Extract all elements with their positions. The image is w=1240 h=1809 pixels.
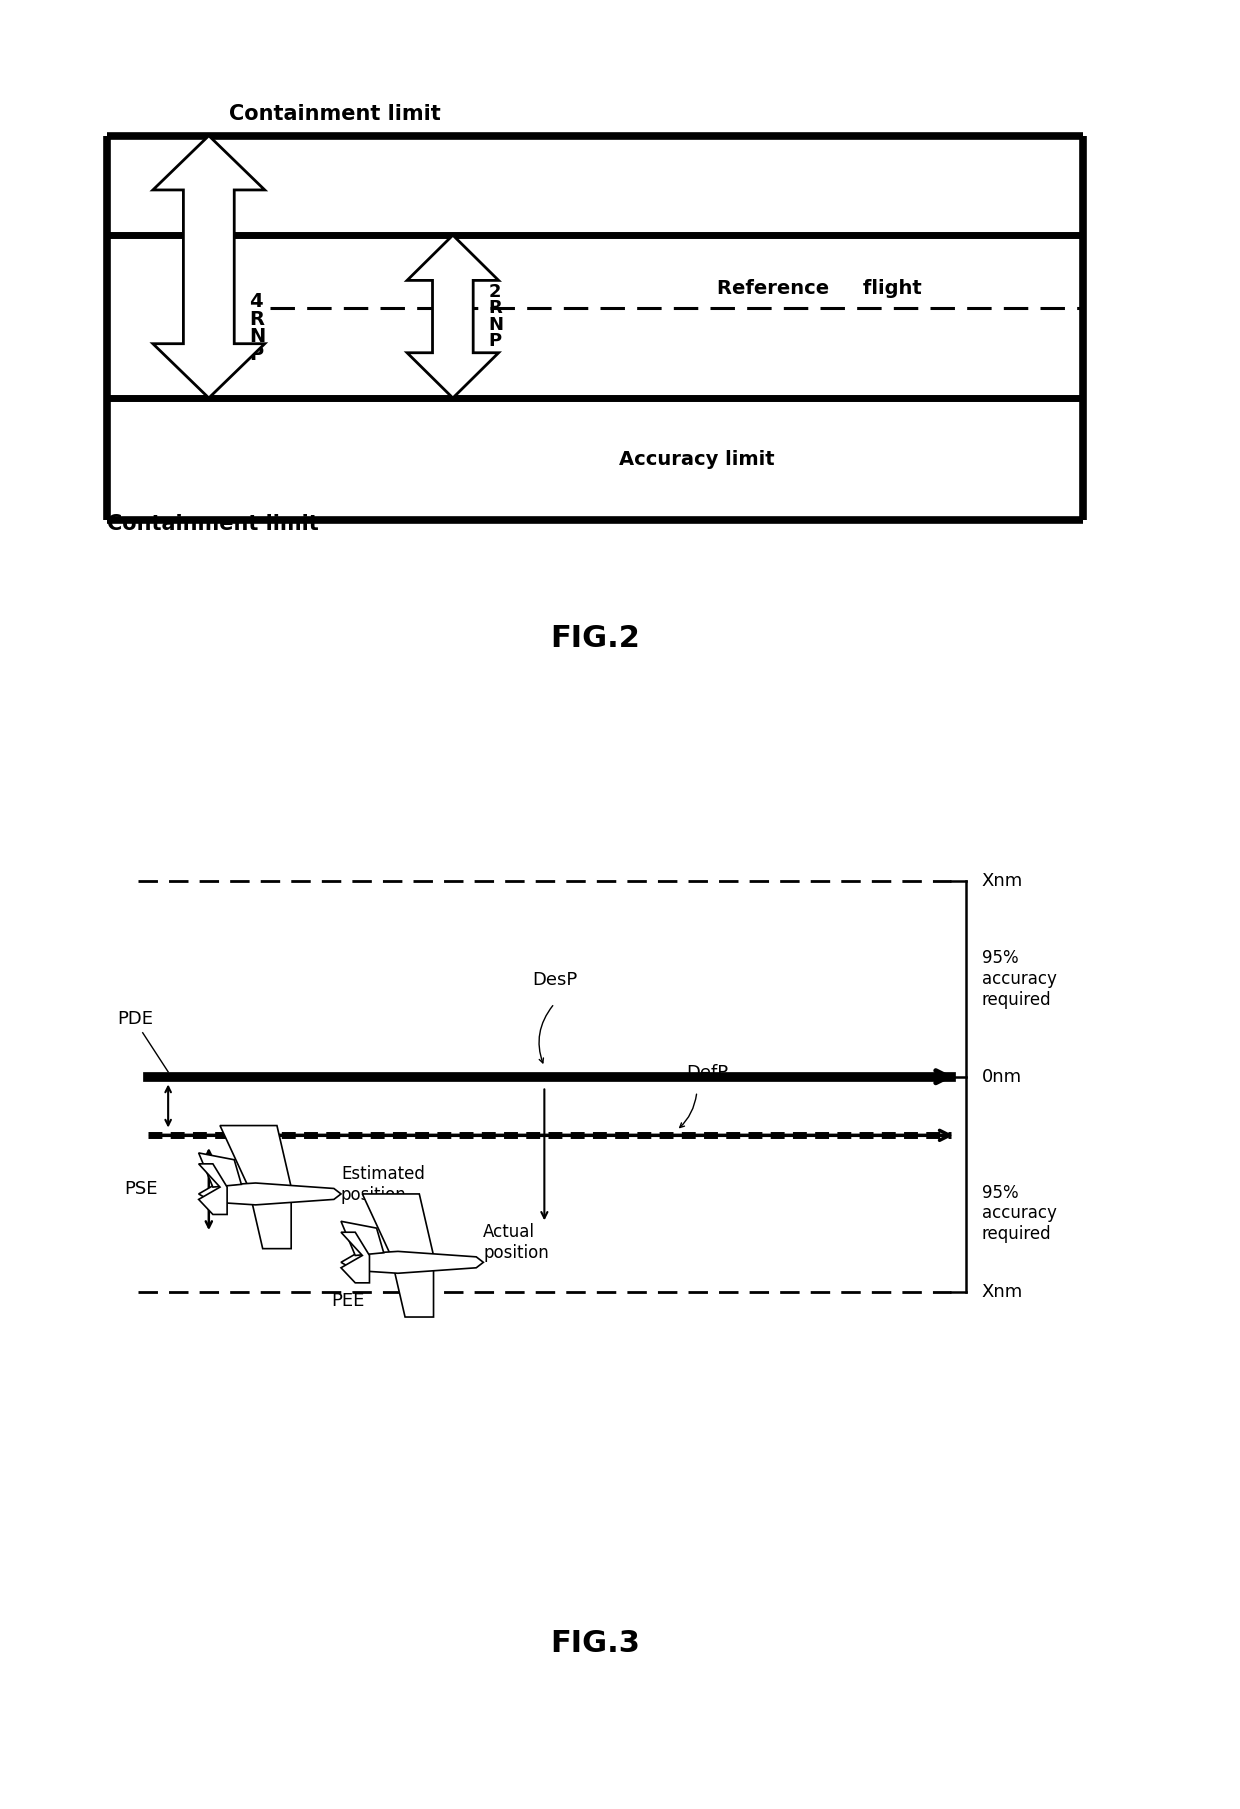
Text: Actual
position: Actual position <box>484 1223 549 1263</box>
Polygon shape <box>198 1183 341 1205</box>
Text: FIG.3: FIG.3 <box>551 1628 640 1657</box>
Text: Estimated
position: Estimated position <box>341 1165 425 1203</box>
Text: FIG.2: FIG.2 <box>551 624 640 653</box>
Polygon shape <box>407 235 498 398</box>
Polygon shape <box>198 1152 242 1187</box>
Polygon shape <box>341 1221 383 1255</box>
Text: PEE: PEE <box>331 1292 365 1310</box>
Polygon shape <box>341 1252 484 1274</box>
Text: DesP: DesP <box>532 971 577 990</box>
Text: PSE: PSE <box>124 1179 157 1198</box>
Text: Xnm: Xnm <box>982 872 1023 890</box>
Text: Reference     flight: Reference flight <box>717 279 921 298</box>
Text: Containment limit: Containment limit <box>107 514 319 534</box>
Text: 2
R
N
P: 2 R N P <box>489 282 503 351</box>
Text: 0nm: 0nm <box>982 1067 1022 1085</box>
Text: DefP: DefP <box>687 1064 729 1082</box>
Text: 4
R
N
P: 4 R N P <box>249 291 265 364</box>
Polygon shape <box>341 1232 370 1283</box>
Polygon shape <box>198 1163 227 1214</box>
Text: Xnm: Xnm <box>982 1283 1023 1301</box>
Text: PDE: PDE <box>118 1009 154 1028</box>
Text: 95%
accuracy
required: 95% accuracy required <box>982 1183 1056 1243</box>
Polygon shape <box>153 136 265 398</box>
Text: Containment limit: Containment limit <box>229 103 441 125</box>
Polygon shape <box>219 1125 291 1248</box>
Text: 95%
accuracy
required: 95% accuracy required <box>982 950 1056 1009</box>
Text: Accuracy limit: Accuracy limit <box>619 449 775 469</box>
Polygon shape <box>362 1194 434 1317</box>
